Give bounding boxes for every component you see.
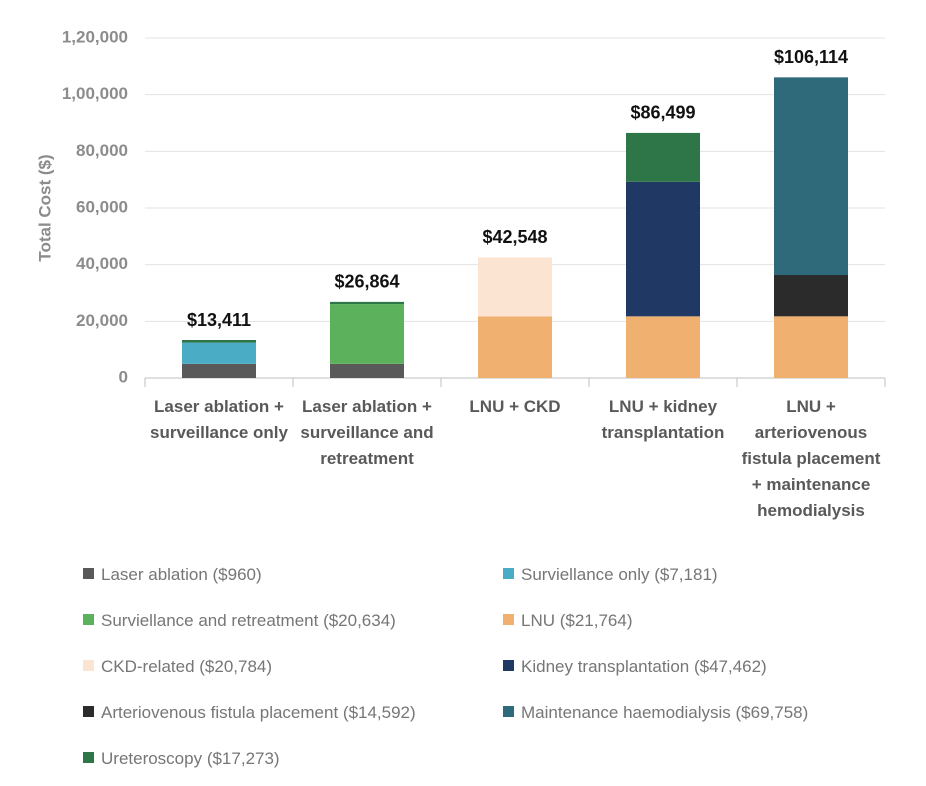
bar-segment (626, 181, 700, 317)
legend-item: Surviellance and retreatment ($20,634) (83, 611, 396, 631)
bar-segment (774, 77, 848, 275)
legend-item: Ureteroscopy ($17,273) (83, 749, 280, 769)
legend-item: LNU ($21,764) (503, 611, 633, 631)
y-tick-label: 1,00,000 (62, 84, 128, 103)
legend-swatch (83, 660, 94, 671)
bar-segment (478, 257, 552, 317)
legend-label: LNU ($21,764) (521, 611, 633, 630)
legend-item: Laser ablation ($960) (83, 565, 262, 585)
bar-segment (330, 363, 404, 378)
legend-swatch (503, 706, 514, 717)
bar-segment (774, 274, 848, 317)
total-label: $26,864 (334, 272, 399, 292)
x-tick-label: LNU + CKD (469, 397, 561, 416)
bar-segment (626, 316, 700, 378)
legend-item: Maintenance haemodialysis ($69,758) (503, 703, 808, 723)
x-tick-label: Laser ablation + surveillance only (150, 397, 288, 442)
bar-segment (330, 301, 404, 305)
legend-swatch (83, 614, 94, 625)
bar-segment (330, 304, 404, 364)
bar-segment (478, 316, 552, 378)
legend-label: Surviellance and retreatment ($20,634) (101, 611, 396, 630)
y-tick-label: 0 (119, 367, 128, 386)
x-tick-label: Laser ablation + surveillance and retrea… (300, 397, 434, 468)
legend-label: Kidney transplantation ($47,462) (521, 657, 767, 676)
total-label: $13,411 (187, 310, 251, 330)
y-tick-label: 40,000 (76, 254, 128, 273)
y-tick-label: 60,000 (76, 197, 128, 216)
total-label: $42,548 (482, 227, 547, 247)
legend-label: Surviellance only ($7,181) (521, 565, 718, 584)
y-tick-label: 1,20,000 (62, 27, 128, 46)
legend-swatch (83, 568, 94, 579)
legend-label: Ureteroscopy ($17,273) (101, 749, 280, 768)
bar-segment (182, 340, 256, 343)
bar-segment (626, 132, 700, 182)
legend-label: Arteriovenous fistula placement ($14,592… (101, 703, 416, 722)
legend-item: CKD-related ($20,784) (83, 657, 272, 677)
legend-swatch (503, 568, 514, 579)
bar-segment (182, 363, 256, 378)
y-tick-label: 20,000 (76, 311, 128, 330)
bar-segment (774, 316, 848, 378)
legend-swatch (503, 614, 514, 625)
legend-item: Kidney transplantation ($47,462) (503, 657, 767, 677)
y-tick-label: 80,000 (76, 141, 128, 160)
legend-label: Laser ablation ($960) (101, 565, 262, 584)
legend-swatch (503, 660, 514, 671)
legend-item: Surviellance only ($7,181) (503, 565, 718, 585)
legend-swatch (83, 752, 94, 763)
legend-label: Maintenance haemodialysis ($69,758) (521, 703, 809, 722)
x-tick-label: LNU + arteriovenous fistula placement + … (741, 397, 881, 520)
y-axis-title: Total Cost ($) (35, 154, 54, 261)
legend-label: CKD-related ($20,784) (101, 657, 273, 676)
total-label: $106,114 (774, 47, 848, 67)
legend-item: Arteriovenous fistula placement ($14,592… (83, 703, 416, 723)
legend-swatch (83, 706, 94, 717)
bar-segment (182, 342, 256, 364)
x-tick-label: LNU + kidney transplantation (601, 397, 725, 442)
total-label: $86,499 (630, 103, 695, 123)
